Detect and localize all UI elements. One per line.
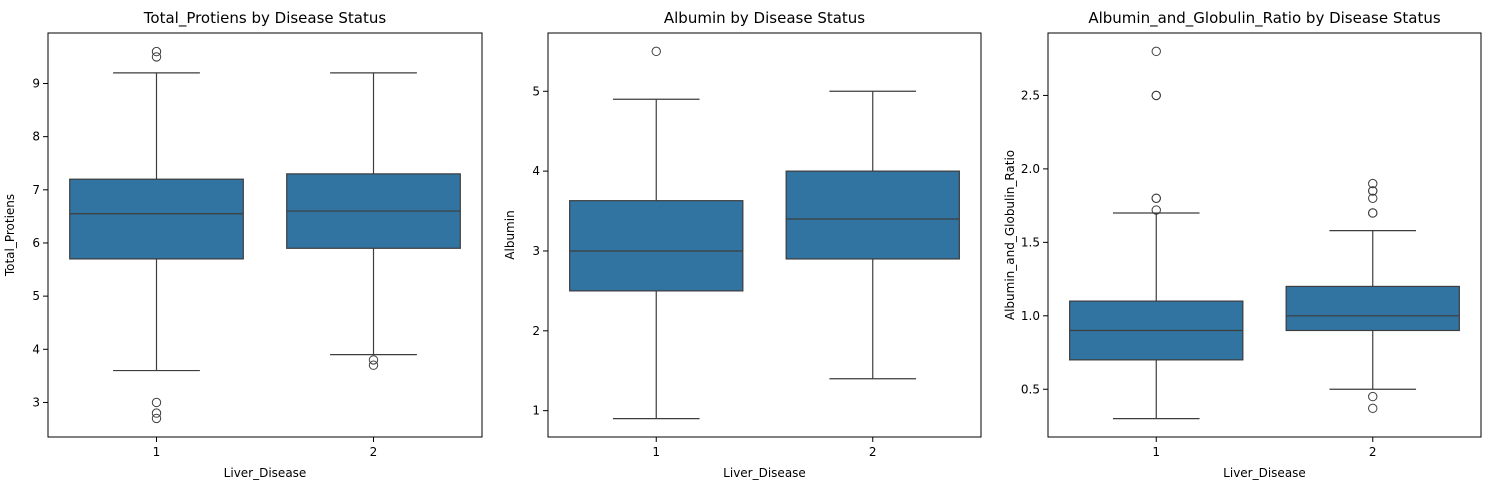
outlier-point (151, 52, 162, 62)
y-tick-label: 5 (32, 289, 40, 303)
outlier-point (1368, 403, 1378, 414)
axes-frame (47, 32, 483, 438)
y-tick-label: 3 (532, 244, 540, 258)
outlier-point (1368, 178, 1378, 189)
outlier-point (1368, 391, 1378, 402)
box-iqr (69, 178, 244, 260)
outlier-point (1368, 208, 1378, 218)
y-tick-label: 2.0 (1021, 162, 1040, 176)
y-tick-label: 0.5 (1021, 382, 1040, 396)
x-tick-label: 1 (153, 445, 161, 459)
box-iqr (785, 170, 960, 260)
x-tick-label: 2 (1369, 445, 1377, 459)
box-iqr (569, 200, 744, 292)
outlier-point (1151, 46, 1161, 57)
x-axis-label: Liver_Disease (723, 466, 806, 480)
chart-panel-1: Total_Protiens by Disease Status 3 4 5 6 7 8 9 1… (3, 9, 483, 480)
box-iqr (1285, 285, 1460, 332)
y-tick-label: 2 (532, 324, 540, 338)
y-tick-label: 2.5 (1021, 88, 1040, 102)
box-group-2 (286, 72, 461, 370)
outlier-point (651, 46, 661, 57)
outlier-point (1151, 193, 1161, 203)
y-tick-label: 9 (32, 77, 40, 91)
x-tick-label: 2 (869, 445, 877, 459)
axes-frame (547, 32, 982, 438)
outlier-point (151, 413, 162, 424)
outlier-point (1368, 186, 1378, 196)
y-tick-label: 1.5 (1021, 235, 1040, 249)
y-tick-label: 3 (32, 395, 40, 409)
y-tick-label: 1.0 (1021, 309, 1040, 323)
y-tick-label: 4 (532, 164, 540, 178)
chart-title: Total_Protiens by Disease Status (143, 9, 387, 28)
chart-panel-2: Albumin by Disease Status 1 2 3 4 5 1 2 Liver_Di… (503, 9, 982, 480)
outlier-point (368, 360, 379, 370)
box-group-1 (1069, 46, 1244, 420)
outlier-point (151, 46, 162, 57)
y-axis-label: Albumin (503, 210, 517, 259)
y-tick-label: 6 (32, 236, 40, 250)
box-group-1 (69, 46, 244, 424)
y-tick-label: 4 (32, 342, 40, 356)
chart-title: Albumin by Disease Status (664, 9, 865, 27)
chart-title: Albumin_and_Globulin_Ratio by Disease St… (1088, 9, 1440, 28)
axes-frame (1047, 32, 1482, 438)
chart-panel-3: Albumin_and_Globulin_Ratio by Disease St… (1003, 9, 1482, 480)
outlier-point (1151, 205, 1161, 215)
outlier-point (368, 355, 379, 365)
x-axis-label: Liver_Disease (1223, 466, 1306, 480)
y-tick-label: 1 (532, 404, 540, 418)
box-group-2 (785, 90, 960, 380)
x-tick-label: 2 (370, 445, 378, 459)
box-group-1 (569, 46, 744, 420)
y-axis-label: Albumin_and_Globulin_Ratio (1003, 150, 1017, 320)
x-tick-label: 1 (1152, 445, 1160, 459)
x-tick-label: 1 (652, 445, 660, 459)
outlier-point (151, 408, 162, 418)
x-axis-label: Liver_Disease (224, 466, 307, 480)
outlier-point (1368, 193, 1378, 203)
y-tick-label: 5 (532, 84, 540, 98)
y-axis-label: Total_Protiens (3, 194, 17, 277)
y-tick-label: 8 (32, 130, 40, 144)
box-group-2 (1285, 178, 1460, 414)
outlier-point (151, 397, 162, 408)
y-tick-label: 7 (32, 183, 40, 197)
outlier-point (1151, 90, 1161, 101)
